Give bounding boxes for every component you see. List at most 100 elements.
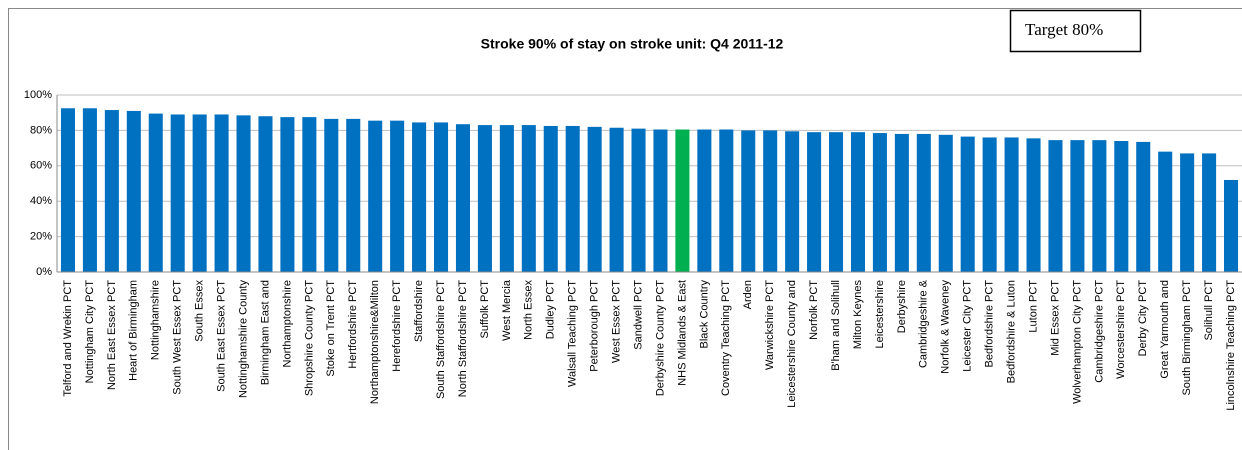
bar — [960, 136, 975, 272]
y-tick-label: 60% — [30, 160, 52, 172]
bar — [280, 117, 295, 272]
bar — [587, 126, 602, 272]
bar — [368, 120, 383, 272]
x-tick-label: Peterborough PCT — [589, 280, 601, 372]
x-tick-label: Wolverhampton City PCT — [1071, 280, 1083, 404]
x-tick-label: Bedfordshire & Luton — [1005, 280, 1017, 383]
bar — [1224, 179, 1239, 272]
bar — [653, 129, 668, 272]
bar — [916, 133, 931, 272]
x-tick-label: Norfolk PCT — [808, 280, 820, 340]
x-tick-label: Nottinghamshire County — [237, 280, 249, 399]
y-tick-label: 80% — [30, 124, 52, 136]
bar — [763, 130, 778, 272]
y-tick-label: 100% — [24, 89, 52, 101]
x-tick-label: Nottingham City PCT — [84, 280, 96, 384]
annotation-box — [1009, 9, 1142, 53]
x-tick-label: Northamptonshire — [281, 280, 293, 367]
bar — [1004, 137, 1019, 272]
bar — [850, 132, 865, 272]
bar — [82, 108, 97, 273]
x-tick-label: Telford and Wrekin PCT — [62, 280, 74, 397]
x-tick-label: Milton Keynes — [852, 280, 864, 350]
bar — [1136, 141, 1151, 272]
bar — [1158, 151, 1173, 272]
x-tick-label: Mid Essex PCT — [1049, 280, 1061, 356]
x-tick-label: Staffordshire — [413, 280, 425, 342]
x-tick-label: Cambridgeshire PCT — [1093, 280, 1105, 383]
x-tick-label: Birmingham East and — [259, 280, 271, 385]
bar — [434, 122, 449, 272]
bar — [412, 122, 427, 272]
x-tick-label: Heart of Birmingham — [128, 280, 140, 381]
bar — [1114, 141, 1129, 272]
bar — [938, 134, 953, 272]
x-tick-label: Lincolnshire Teaching PCT — [1225, 280, 1237, 411]
bar — [1202, 153, 1217, 272]
bar — [565, 125, 580, 272]
bar — [807, 132, 822, 272]
x-tick-label: North East Essex PCT — [106, 280, 118, 390]
x-tick-label: Solihull PCT — [1203, 280, 1215, 341]
bar — [829, 132, 844, 272]
x-tick-label: North Staffordshire PCT — [457, 280, 469, 397]
bar — [258, 116, 273, 273]
x-tick-label: North Essex — [523, 280, 535, 340]
bar — [543, 125, 558, 272]
x-tick-label: South Essex — [194, 280, 206, 342]
bar — [609, 127, 624, 273]
bar — [104, 110, 119, 272]
bar — [675, 129, 690, 272]
bar — [697, 129, 712, 272]
bar — [455, 124, 470, 272]
bar — [1048, 140, 1063, 272]
x-tick-label: Bedfordshire PCT — [984, 280, 996, 368]
bar — [1092, 140, 1107, 272]
x-tick-label: Black Country — [698, 280, 710, 349]
bar — [477, 125, 492, 272]
x-tick-label: South Staffordshire PCT — [435, 280, 447, 399]
x-tick-label: Walsall Teaching PCT — [567, 280, 579, 387]
bar — [170, 114, 185, 272]
x-tick-label: South West Essex PCT — [172, 280, 184, 395]
x-tick-label: South East Essex PCT — [215, 280, 227, 392]
bar — [741, 130, 756, 272]
bar — [1070, 140, 1085, 272]
x-tick-label: Great Yarmouth and — [1159, 280, 1171, 379]
x-tick-label: Leicestershire — [874, 280, 886, 348]
x-tick-label: Dudley PCT — [545, 280, 557, 340]
annotation: Target 80% — [1025, 20, 1103, 39]
x-tick-label: Herefordshire PCT — [391, 280, 403, 372]
bar — [1180, 153, 1195, 272]
x-tick-label: Derbyshire County PCT — [654, 280, 666, 396]
x-tick-label: Norfolk & Waveney — [940, 280, 952, 374]
y-tick-label: 20% — [30, 231, 52, 243]
bar — [126, 110, 141, 273]
x-tick-label: Sandwell PCT — [632, 280, 644, 350]
bar — [872, 133, 887, 272]
bar — [499, 125, 514, 272]
bar — [894, 133, 909, 272]
bar — [521, 125, 536, 272]
bar — [785, 131, 800, 272]
x-tick-label: Arden — [742, 280, 754, 309]
x-tick-label: Derbyshire — [896, 280, 908, 333]
x-tick-label: South Birmingham PCT — [1181, 280, 1193, 396]
bar — [1026, 138, 1041, 272]
bar — [236, 115, 251, 272]
x-tick-label: NHS Midlands & East — [676, 280, 688, 386]
bar — [346, 118, 361, 273]
x-tick-label: Warwickshire PCT — [764, 280, 776, 370]
x-tick-label: Leicester City PCT — [962, 280, 974, 372]
bar — [719, 129, 734, 272]
chart-frame — [8, 8, 1242, 450]
x-tick-label: Hertfordshire PCT — [347, 280, 359, 369]
x-tick-label: Stoke on Trent PCT — [325, 280, 337, 377]
y-tick-label: 40% — [30, 195, 52, 207]
bar — [214, 114, 229, 272]
bar — [192, 114, 207, 272]
x-tick-label: Nottinghamshire — [150, 280, 162, 360]
x-tick-label: Derby City PCT — [1137, 280, 1149, 357]
